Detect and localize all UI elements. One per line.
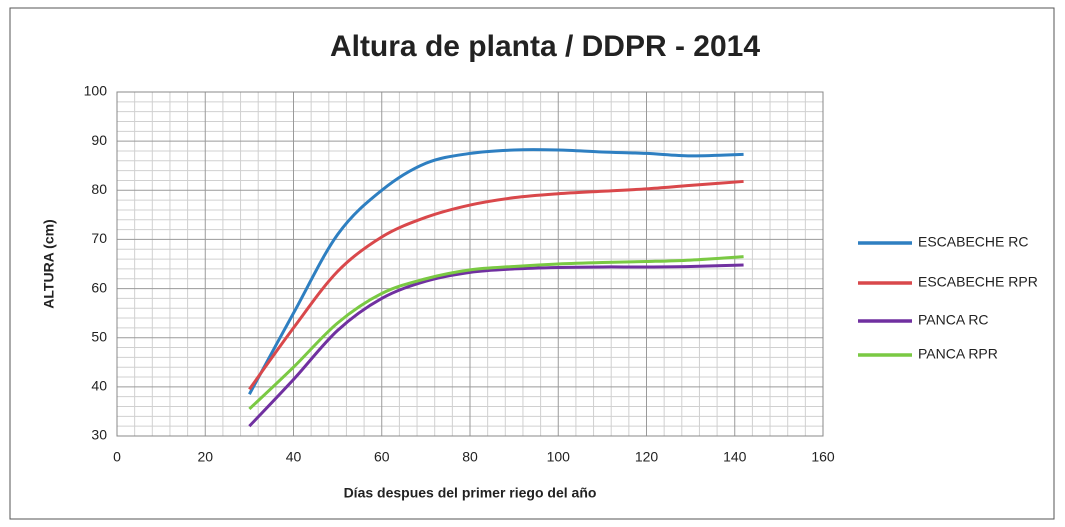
x-tick-label: 60 xyxy=(374,449,390,465)
y-axis-label: ALTURA (cm) xyxy=(41,219,57,308)
legend-label: ESCABECHE RC xyxy=(918,234,1028,250)
x-tick-label: 120 xyxy=(635,449,659,465)
legend-label: PANCA RPR xyxy=(918,346,998,362)
y-tick-label: 80 xyxy=(91,181,107,197)
y-tick-label: 100 xyxy=(84,83,108,99)
y-tick-label: 40 xyxy=(91,378,107,394)
y-tick-label: 90 xyxy=(91,132,107,148)
series-line xyxy=(248,179,744,391)
series-line xyxy=(248,255,744,411)
y-tick-label: 30 xyxy=(91,427,107,443)
x-tick-label: 140 xyxy=(723,449,747,465)
x-tick-label: 100 xyxy=(547,449,571,465)
chart-title: Altura de planta / DDPR - 2014 xyxy=(330,30,760,63)
series-line xyxy=(248,263,744,428)
y-tick-label: 50 xyxy=(91,328,107,344)
y-tick-label: 60 xyxy=(91,279,107,295)
x-tick-label: 40 xyxy=(286,449,302,465)
y-tick-label: 70 xyxy=(91,230,107,246)
legend-label: PANCA RC xyxy=(918,312,989,328)
x-tick-label: 20 xyxy=(197,449,213,465)
x-tick-label: 160 xyxy=(811,449,835,465)
x-tick-label: 80 xyxy=(462,449,478,465)
legend-label: ESCABECHE RPR xyxy=(918,274,1038,290)
series-line xyxy=(248,148,744,395)
x-tick-label: 0 xyxy=(113,449,121,465)
x-axis-label: Días despues del primer riego del año xyxy=(344,485,597,501)
chart-border xyxy=(9,7,1055,520)
plot-frame xyxy=(116,91,824,437)
